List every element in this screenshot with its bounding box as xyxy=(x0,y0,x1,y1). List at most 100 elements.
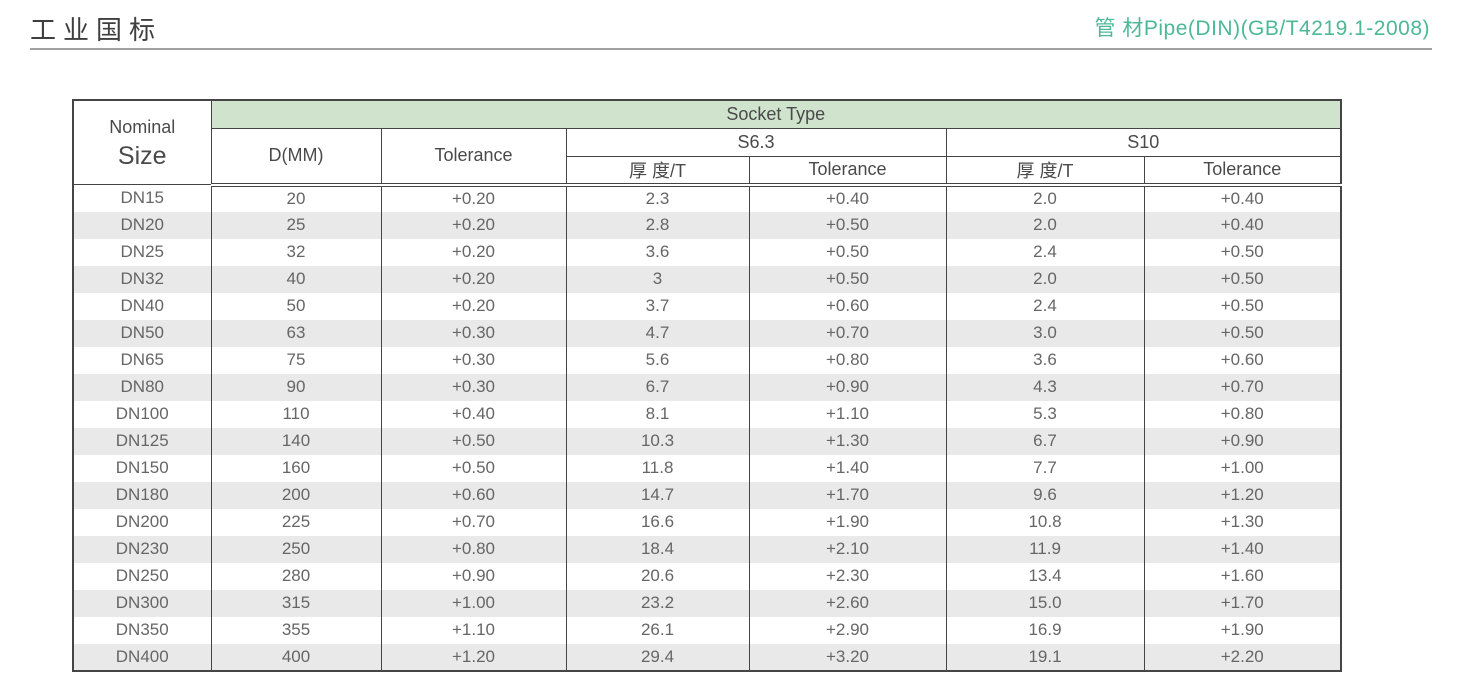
table-cell: +0.50 xyxy=(380,427,567,455)
table-cell: 26.1 xyxy=(565,616,750,644)
table-cell: DN50 xyxy=(72,319,212,347)
table-cell: DN180 xyxy=(72,481,212,509)
column-header-socket-type: Socket Type xyxy=(210,99,1342,129)
table-cell: +1.30 xyxy=(748,427,947,455)
column-header-tolerance: Tolerance xyxy=(380,127,567,187)
table-cell: DN125 xyxy=(72,427,212,455)
table-cell: 6.7 xyxy=(945,427,1145,455)
table-cell: +0.70 xyxy=(1143,373,1342,401)
table-cell: +0.90 xyxy=(1143,427,1342,455)
column-header-thickness-s10: 厚 度/T xyxy=(945,155,1145,187)
table-cell: 315 xyxy=(210,589,382,617)
table-cell: 2.4 xyxy=(945,238,1145,266)
table-row: DN350 355 +1.10 26.1 +2.90 16.9 +1.90 xyxy=(72,616,1342,644)
table-cell: +2.30 xyxy=(748,562,947,590)
table-row: DN100 110 +0.40 8.1 +1.10 5.3 +0.80 xyxy=(72,400,1342,428)
table-cell: 400 xyxy=(210,643,382,671)
table-cell: +1.00 xyxy=(1143,454,1342,482)
table-cell: 9.6 xyxy=(945,481,1145,509)
table-cell: +3.20 xyxy=(748,643,947,671)
table-row: DN80 90 +0.30 6.7 +0.90 4.3 +0.70 xyxy=(72,373,1342,401)
column-header-d-mm: D(MM) xyxy=(210,127,382,187)
table-cell: 2.8 xyxy=(565,211,750,239)
table-cell: DN230 xyxy=(72,535,212,563)
table-cell: +0.20 xyxy=(380,292,567,320)
table-cell: 4.7 xyxy=(565,319,750,347)
table-cell: +0.80 xyxy=(380,535,567,563)
table-cell: 160 xyxy=(210,454,382,482)
table-row: DN32 40 +0.20 3 +0.50 2.0 +0.50 xyxy=(72,265,1342,293)
header-row-groups: D(MM) Tolerance S6.3 S10 xyxy=(73,127,1342,187)
table-cell: +0.40 xyxy=(380,400,567,428)
table-cell: DN150 xyxy=(72,454,212,482)
table-cell: +1.40 xyxy=(1143,535,1342,563)
table-cell: 25 xyxy=(210,211,382,239)
table-row: DN150 160 +0.50 11.8 +1.40 7.7 +1.00 xyxy=(72,454,1342,482)
table-cell: +0.50 xyxy=(748,238,947,266)
table-cell: 29.4 xyxy=(565,643,750,671)
table-cell: +1.20 xyxy=(1143,481,1342,509)
column-header-tolerance-s63: Tolerance xyxy=(748,155,947,187)
table-cell: 11.9 xyxy=(945,535,1145,563)
column-header-nominal-size: Nominal Size xyxy=(72,99,212,185)
table-cell: 11.8 xyxy=(565,454,750,482)
table-cell: +1.40 xyxy=(748,454,947,482)
table-cell: +0.50 xyxy=(1143,265,1342,293)
table-cell: 20.6 xyxy=(565,562,750,590)
table-cell: 140 xyxy=(210,427,382,455)
table-row: DN180 200 +0.60 14.7 +1.70 9.6 +1.20 xyxy=(72,481,1342,509)
table-cell: 7.7 xyxy=(945,454,1145,482)
table-cell: 355 xyxy=(210,616,382,644)
table-cell: 40 xyxy=(210,265,382,293)
table-cell: 5.6 xyxy=(565,346,750,374)
table-cell: +2.20 xyxy=(1143,643,1342,671)
table-cell: 10.3 xyxy=(565,427,750,455)
table-row: DN40 50 +0.20 3.7 +0.60 2.4 +0.50 xyxy=(72,292,1342,320)
table-cell: DN300 xyxy=(72,589,212,617)
table-cell: 250 xyxy=(210,535,382,563)
table-cell: 2.3 xyxy=(565,184,750,212)
table-cell: DN40 xyxy=(72,292,212,320)
table-row: DN230 250 +0.80 18.4 +2.10 11.9 +1.40 xyxy=(72,535,1342,563)
page-subtitle: 管 材Pipe(DIN)(GB/T4219.1-2008) xyxy=(1094,17,1430,40)
table-cell: +1.20 xyxy=(380,643,567,671)
table-cell: 2.0 xyxy=(945,211,1145,239)
table-cell: 14.7 xyxy=(565,481,750,509)
table-cell: +0.50 xyxy=(748,265,947,293)
table-cell: +0.60 xyxy=(1143,346,1342,374)
nominal-label-line1: Nominal xyxy=(109,116,176,137)
table-cell: +0.20 xyxy=(380,265,567,293)
table-cell: +0.30 xyxy=(380,373,567,401)
table-cell: 4.3 xyxy=(945,373,1145,401)
table-cell: +0.20 xyxy=(380,211,567,239)
table-cell: +0.50 xyxy=(380,454,567,482)
table-cell: 32 xyxy=(210,238,382,266)
table-cell: DN250 xyxy=(72,562,212,590)
table-cell: 5.3 xyxy=(945,400,1145,428)
table-cell: +0.90 xyxy=(380,562,567,590)
table-cell: DN100 xyxy=(72,400,212,428)
table-cell: +0.40 xyxy=(748,184,947,212)
table-cell: 3.6 xyxy=(565,238,750,266)
table-cell: +0.50 xyxy=(1143,319,1342,347)
table-cell: +0.40 xyxy=(1143,184,1342,212)
table-row: DN400 400 +1.20 29.4 +3.20 19.1 +2.20 xyxy=(72,643,1342,671)
table-cell: +1.70 xyxy=(748,481,947,509)
table-row: DN65 75 +0.30 5.6 +0.80 3.6 +0.60 xyxy=(72,346,1342,374)
table-cell: 3.7 xyxy=(565,292,750,320)
table-cell: +0.60 xyxy=(748,292,947,320)
table-cell: 280 xyxy=(210,562,382,590)
table-row: DN200 225 +0.70 16.6 +1.90 10.8 +1.30 xyxy=(72,508,1342,536)
table-cell: 13.4 xyxy=(945,562,1145,590)
table-cell: +1.90 xyxy=(748,508,947,536)
table-cell: 16.6 xyxy=(565,508,750,536)
table-cell: +2.10 xyxy=(748,535,947,563)
table-cell: 3.6 xyxy=(945,346,1145,374)
table-cell: +0.90 xyxy=(748,373,947,401)
header-row-subcolumns: 厚 度/T Tolerance 厚 度/T Tolerance xyxy=(73,155,1342,187)
table-cell: DN65 xyxy=(72,346,212,374)
table-cell: 200 xyxy=(210,481,382,509)
table-cell: 75 xyxy=(210,346,382,374)
table-cell: +1.00 xyxy=(380,589,567,617)
table-cell: +0.50 xyxy=(748,211,947,239)
